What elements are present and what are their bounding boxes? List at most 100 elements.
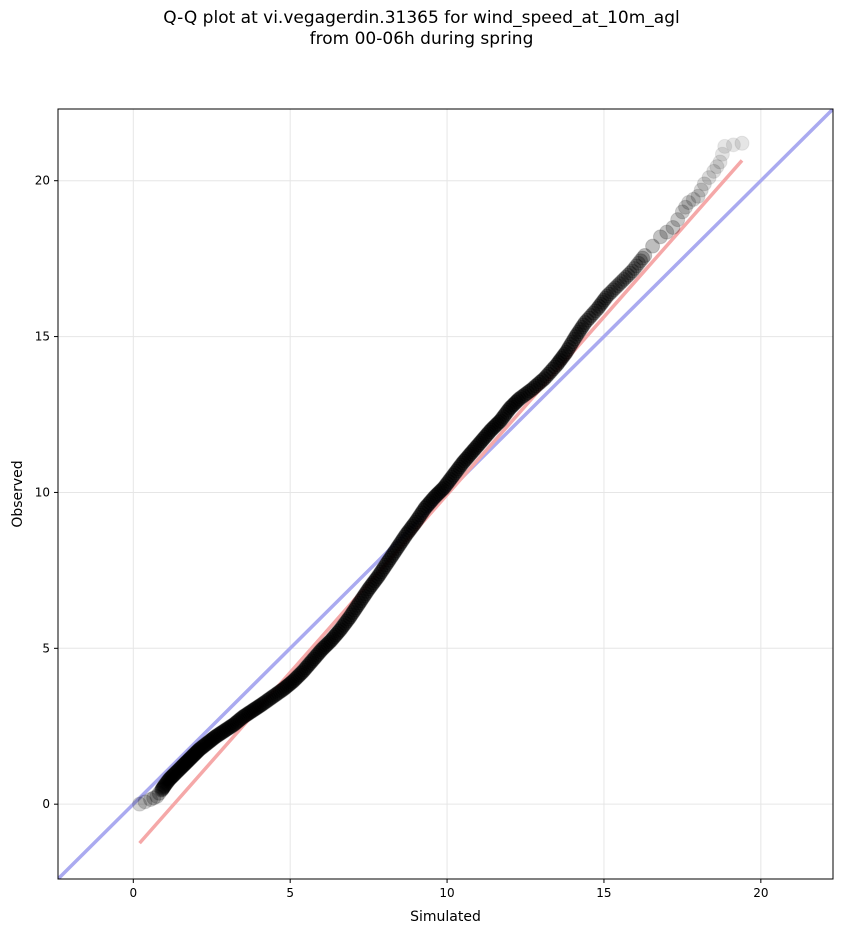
- quantile-point: [282, 676, 298, 692]
- quantile-point: [545, 361, 561, 377]
- quantile-point: [412, 507, 428, 523]
- quantile-point: [156, 779, 172, 795]
- quantile-point: [384, 548, 400, 564]
- quantile-point: [365, 575, 381, 591]
- quantile-point: [414, 505, 430, 521]
- quantile-point: [416, 502, 432, 518]
- chart-title-line2: from 00-06h during spring: [309, 29, 534, 49]
- quantile-point: [185, 748, 201, 764]
- quantile-point: [448, 463, 464, 479]
- quantile-point: [652, 229, 668, 245]
- quantile-point: [219, 721, 235, 737]
- quantile-point: [195, 739, 211, 755]
- quantile-point: [538, 368, 554, 384]
- quantile-point: [420, 496, 436, 512]
- quantile-point: [342, 609, 358, 625]
- quantile-point: [408, 514, 424, 530]
- quantile-point: [246, 702, 262, 718]
- quantile-point: [166, 767, 182, 783]
- quantile-point: [379, 555, 395, 571]
- quantile-point: [496, 409, 512, 425]
- quantile-point: [524, 382, 540, 398]
- quantile-point: [520, 385, 536, 401]
- quantile-point: [372, 566, 388, 582]
- quantile-point: [334, 620, 350, 636]
- quantile-point: [321, 634, 337, 650]
- quantile-point: [406, 516, 422, 532]
- quantile-point: [475, 431, 491, 447]
- quantile-point: [314, 642, 330, 658]
- quantile-point: [383, 550, 399, 566]
- quantile-point: [200, 734, 216, 750]
- quantile-point: [417, 500, 433, 516]
- quantile-point: [690, 188, 706, 204]
- quantile-point: [701, 170, 717, 186]
- quantile-point: [350, 597, 366, 613]
- quantile-point: [549, 357, 565, 373]
- quantile-point: [182, 751, 198, 767]
- quantile-point: [670, 212, 686, 228]
- quantile-point: [439, 476, 455, 492]
- quantile-point: [179, 754, 195, 770]
- quantile-point: [172, 760, 188, 776]
- quantile-point: [290, 668, 306, 684]
- quantile-point: [444, 469, 460, 485]
- quantile-point: [543, 364, 559, 380]
- quantile-point: [376, 559, 392, 575]
- quantile-point: [304, 653, 320, 669]
- quantile-point: [492, 413, 508, 429]
- quantile-point: [343, 607, 359, 623]
- quantile-point: [463, 446, 479, 462]
- quantile-point: [270, 685, 286, 701]
- quantile-point: [515, 388, 531, 404]
- quantile-point: [263, 690, 279, 706]
- quantile-point: [485, 421, 501, 437]
- quantile-point: [359, 583, 375, 599]
- quantile-point: [425, 491, 441, 507]
- quantile-point: [453, 457, 469, 473]
- quantile-point: [696, 176, 712, 192]
- quantile-point: [132, 796, 148, 812]
- quantile-point: [174, 758, 190, 774]
- quantile-point: [626, 261, 642, 277]
- quantile-point: [510, 392, 526, 408]
- quantile-point: [272, 683, 288, 699]
- quantile-point: [155, 780, 171, 796]
- quantile-point: [534, 372, 550, 388]
- quantile-point: [331, 623, 347, 639]
- quantile-point: [530, 376, 546, 392]
- quantile-point: [165, 767, 181, 783]
- quantile-point: [170, 762, 186, 778]
- quantile-point: [232, 711, 248, 727]
- quantile-point: [469, 438, 485, 454]
- quantile-point: [459, 449, 475, 465]
- quantile-point: [502, 400, 518, 416]
- quantile-point: [422, 495, 438, 511]
- quantile-point: [187, 746, 203, 762]
- quantile-point: [162, 770, 178, 786]
- quantile-point: [353, 593, 369, 609]
- quantile-point: [251, 699, 267, 715]
- quantile-point: [375, 562, 391, 578]
- quantile-point: [436, 480, 452, 496]
- quantile-point: [569, 326, 585, 342]
- quantile-point: [234, 710, 250, 726]
- y-tick-label: 15: [35, 330, 50, 344]
- quantile-point: [637, 248, 653, 264]
- quantile-point: [571, 324, 587, 340]
- quantile-point: [614, 273, 630, 289]
- quantile-point: [177, 756, 193, 772]
- quantile-point: [389, 541, 405, 557]
- quantile-point: [208, 728, 224, 744]
- quantile-point: [577, 315, 593, 331]
- quantile-point: [681, 195, 697, 211]
- quantile-point: [241, 705, 257, 721]
- quantile-point: [336, 617, 352, 633]
- quantile-point: [433, 483, 449, 499]
- quantile-point: [340, 611, 356, 627]
- quantile-point: [243, 704, 259, 720]
- quantile-point: [310, 646, 326, 662]
- x-tick-label: 20: [753, 886, 768, 900]
- quantile-point: [362, 579, 378, 595]
- quantile-point: [296, 662, 312, 678]
